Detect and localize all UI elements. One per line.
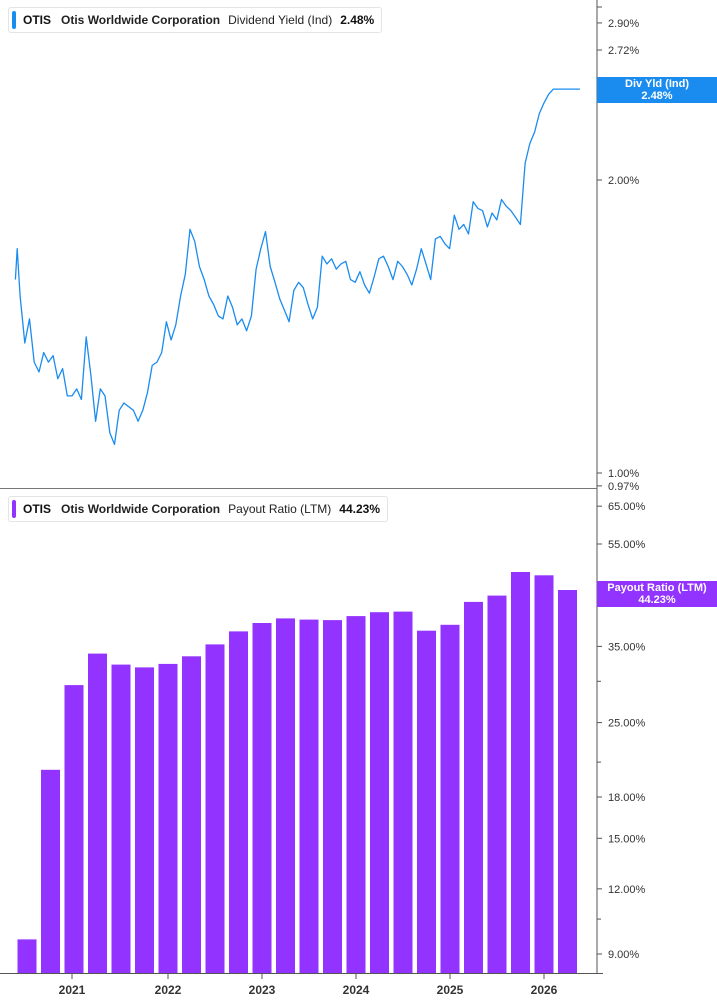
- payout-bar: [299, 619, 319, 973]
- payout-bar: [276, 618, 295, 973]
- payout-bar: [346, 616, 366, 973]
- yield-tick-label: 1.00%: [608, 468, 639, 480]
- yield-legend-swatch: [12, 11, 16, 29]
- payout-bar: [370, 612, 389, 973]
- payout-bar: [440, 624, 460, 973]
- payout-tick-label: 18.00%: [608, 792, 646, 804]
- payout-tick-label: 35.00%: [608, 641, 646, 653]
- payout-bar: [111, 664, 131, 973]
- yield-legend-ticker: OTIS: [23, 13, 52, 27]
- x-tick-label: 2025: [437, 983, 464, 997]
- yield-tick-label: 2.90%: [608, 18, 639, 30]
- payout-tick-label: 65.00%: [608, 501, 646, 513]
- yield-last-value-tag: Div Yld (Ind) 2.48%: [597, 77, 717, 103]
- payout-bar: [323, 620, 342, 973]
- payout-legend-ticker: OTIS: [23, 502, 52, 516]
- yield-legend-company: Otis Worldwide Corporation: [61, 13, 221, 27]
- payout-tick-label: 15.00%: [608, 833, 646, 845]
- payout-bar: [135, 667, 154, 973]
- payout-legend-swatch: [12, 500, 16, 518]
- yield-tag-label: Div Yld (Ind): [625, 78, 689, 90]
- payout-tick-label: 55.00%: [608, 539, 646, 551]
- payout-bar: [17, 939, 37, 973]
- payout-bar: [182, 656, 201, 973]
- payout-bars-group: [17, 572, 577, 973]
- payout-tick-label: 25.00%: [608, 718, 646, 730]
- x-tick-label: 2026: [531, 983, 558, 997]
- x-tick-label: 2021: [59, 983, 86, 997]
- payout-last-value-tag: Payout Ratio (LTM) 44.23%: [597, 581, 717, 607]
- yield-series-line: [14, 88, 580, 446]
- payout-bar: [417, 630, 436, 973]
- x-tick-label: 2022: [155, 983, 182, 997]
- payout-axis-group: 65.00% 55.00% 35.00% 25.00% 18.00% 15.00% 12.0…: [597, 501, 646, 961]
- payout-bar: [41, 769, 60, 973]
- payout-legend-company: Otis Worldwide Corporation: [61, 502, 221, 516]
- x-tick-label: 2023: [249, 983, 276, 997]
- payout-bar: [534, 575, 554, 973]
- payout-bar: [88, 653, 107, 973]
- yield-tick-label: 0.97%: [608, 481, 639, 493]
- payout-bar: [487, 595, 507, 973]
- payout-bar: [393, 611, 413, 973]
- payout-bar: [205, 644, 225, 973]
- x-axis: 2021 2022 2023 2024 2025 2026: [59, 973, 558, 997]
- yield-legend-metric: Dividend Yield (Ind): [228, 13, 333, 27]
- payout-bar: [64, 685, 84, 973]
- payout-bar: [229, 631, 248, 973]
- payout-bar: [558, 590, 577, 973]
- payout-bar: [158, 663, 178, 973]
- payout-legend-metric: Payout Ratio (LTM): [228, 502, 332, 516]
- yield-legend-value: 2.48%: [340, 13, 375, 27]
- yield-legend: OTIS Otis Worldwide Corporation Dividend…: [8, 7, 383, 33]
- yield-tick-label: 2.72%: [608, 45, 639, 57]
- yield-tick-label: 2.00%: [608, 175, 639, 187]
- payout-bar: [464, 601, 483, 973]
- yield-axis-group: 2.90% 2.72% 2.00% 1.00%0.97%: [0, 0, 639, 974]
- payout-tick-label: 12.00%: [608, 884, 646, 896]
- x-tick-label: 2024: [343, 983, 370, 997]
- payout-bar: [511, 572, 530, 973]
- payout-tick-label: 9.00%: [608, 949, 639, 961]
- payout-legend: OTIS Otis Worldwide Corporation Payout R…: [8, 496, 388, 522]
- payout-tag-label: Payout Ratio (LTM): [607, 582, 707, 594]
- payout-bar: [252, 623, 272, 973]
- yield-tag-value: 2.48%: [641, 90, 673, 102]
- payout-tag-value: 44.23%: [638, 594, 676, 606]
- yield-line-group: [14, 88, 580, 446]
- payout-legend-value: 44.23%: [339, 502, 380, 516]
